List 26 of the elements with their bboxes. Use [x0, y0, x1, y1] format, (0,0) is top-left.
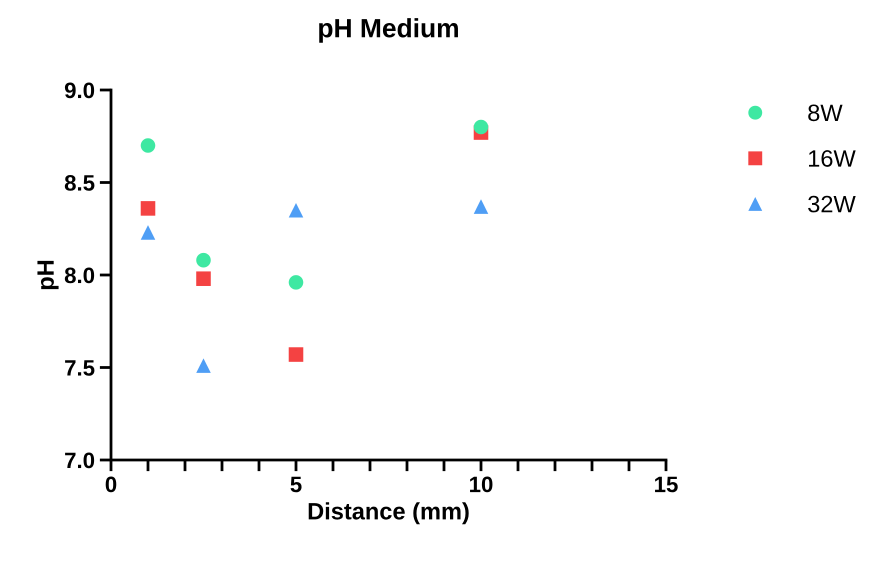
x-axis-title: Distance (mm) [308, 502, 469, 524]
y-tick-label: 8.0 [64, 268, 94, 284]
point [474, 120, 488, 134]
y-tick-label: 7.5 [65, 360, 94, 376]
y-tick-label: 7.0 [65, 452, 94, 468]
x-tick-label: 0 [106, 476, 116, 492]
y-tick-label: 9.0 [64, 82, 94, 98]
point [288, 202, 304, 218]
x-tick-label: 15 [655, 476, 678, 492]
point [288, 275, 304, 290]
legend-label: 8W [808, 104, 843, 122]
point [140, 201, 156, 216]
legend-label: 32W [808, 196, 856, 212]
x-tick-label: 10 [470, 476, 492, 492]
point [140, 225, 156, 240]
x-tick-label: 5 [290, 476, 302, 492]
y-tick-label: 8.5 [64, 175, 94, 191]
point [196, 358, 211, 373]
point [196, 252, 211, 268]
point [474, 199, 488, 214]
legend-label: 16W [809, 150, 856, 167]
point [288, 347, 304, 362]
y-axis-title: pH [37, 260, 59, 290]
chart-title: pH Medium [319, 18, 458, 43]
point [140, 138, 156, 153]
point [196, 271, 211, 286]
